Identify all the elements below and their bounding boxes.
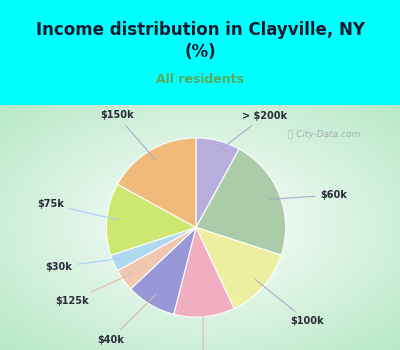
Text: $150k: $150k: [100, 110, 156, 160]
Wedge shape: [106, 184, 196, 255]
Wedge shape: [196, 138, 239, 228]
Wedge shape: [196, 228, 281, 309]
Wedge shape: [118, 138, 196, 228]
Text: $200k: $200k: [186, 306, 220, 350]
Text: $100k: $100k: [255, 280, 324, 326]
Text: $40k: $40k: [97, 295, 155, 345]
Wedge shape: [174, 228, 234, 317]
Text: $75k: $75k: [37, 199, 118, 220]
Wedge shape: [131, 228, 196, 314]
Text: $125k: $125k: [55, 273, 132, 306]
Wedge shape: [111, 228, 196, 271]
Wedge shape: [118, 228, 196, 289]
Text: Income distribution in Clayville, NY
(%): Income distribution in Clayville, NY (%): [36, 21, 364, 61]
Text: All residents: All residents: [156, 73, 244, 86]
Text: ⓘ City-Data.com: ⓘ City-Data.com: [288, 130, 360, 139]
Text: > $200k: > $200k: [217, 111, 287, 152]
Text: $60k: $60k: [270, 190, 348, 200]
Text: $30k: $30k: [46, 258, 123, 272]
Wedge shape: [196, 149, 286, 255]
